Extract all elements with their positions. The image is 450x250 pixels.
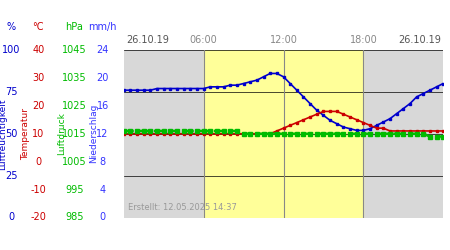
- Text: 985: 985: [65, 212, 84, 222]
- Text: 24: 24: [96, 45, 109, 55]
- Text: 26.10.19: 26.10.19: [126, 35, 169, 45]
- Text: 20: 20: [32, 101, 45, 111]
- Text: 0: 0: [99, 212, 106, 222]
- Text: hPa: hPa: [65, 22, 83, 32]
- Text: -20: -20: [30, 212, 46, 222]
- Text: 18:00: 18:00: [350, 35, 377, 45]
- Text: 12: 12: [96, 129, 109, 139]
- Text: 1035: 1035: [62, 73, 86, 83]
- Text: 1005: 1005: [62, 157, 86, 167]
- Text: Temperatur: Temperatur: [21, 108, 30, 160]
- Text: 75: 75: [5, 87, 18, 97]
- Text: 1025: 1025: [62, 101, 86, 111]
- Text: 10: 10: [32, 129, 45, 139]
- Bar: [203, 50, 364, 217]
- Text: 30: 30: [32, 73, 45, 83]
- Text: Erstellt: 12.05.2025 14:37: Erstellt: 12.05.2025 14:37: [128, 204, 237, 212]
- Text: 0: 0: [8, 212, 14, 222]
- Text: 16: 16: [96, 101, 109, 111]
- Text: -10: -10: [31, 184, 46, 194]
- Text: 50: 50: [5, 129, 18, 139]
- Text: mm/h: mm/h: [88, 22, 117, 32]
- Text: 1015: 1015: [62, 129, 86, 139]
- Text: 20: 20: [96, 73, 109, 83]
- Text: 06:00: 06:00: [190, 35, 217, 45]
- Text: Niederschlag: Niederschlag: [89, 104, 98, 164]
- Text: %: %: [7, 22, 16, 32]
- Text: °C: °C: [32, 22, 44, 32]
- Text: Luftfeuchtigkeit: Luftfeuchtigkeit: [0, 98, 7, 170]
- Text: 26.10.19: 26.10.19: [398, 35, 441, 45]
- Text: 8: 8: [99, 157, 106, 167]
- Text: 25: 25: [5, 170, 18, 180]
- Text: Luftdruck: Luftdruck: [58, 112, 67, 155]
- Text: 40: 40: [32, 45, 45, 55]
- Text: 995: 995: [65, 184, 84, 194]
- Text: 1045: 1045: [62, 45, 86, 55]
- Text: 4: 4: [99, 184, 106, 194]
- Text: 12:00: 12:00: [270, 35, 297, 45]
- Text: 0: 0: [35, 157, 41, 167]
- Text: 100: 100: [2, 45, 20, 55]
